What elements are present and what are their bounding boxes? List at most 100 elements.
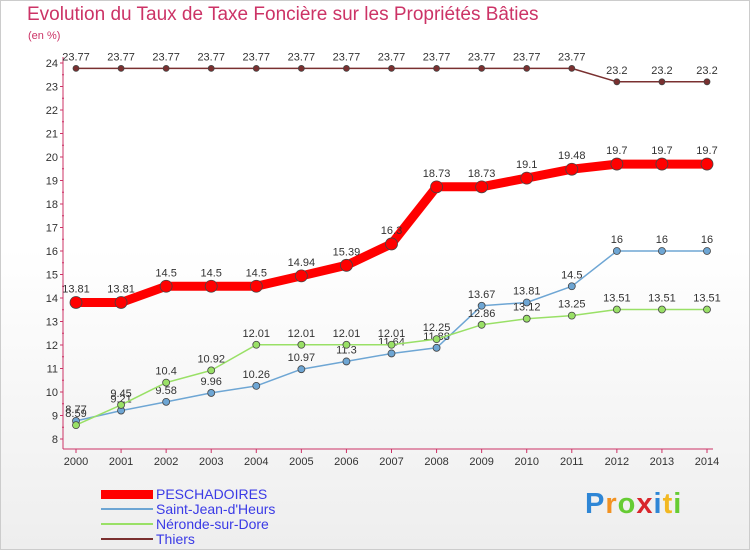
y-unit-label: (en %) [28, 30, 61, 42]
data-label: 23.77 [468, 51, 496, 63]
y-tick-label: 20 [46, 152, 58, 164]
data-label: 19.7 [651, 145, 672, 157]
x-tick-label: 2009 [469, 456, 493, 468]
data-point [207, 65, 215, 72]
data-point [430, 180, 443, 194]
data-label: 14.5 [246, 267, 267, 279]
data-point [252, 381, 261, 390]
data-point [72, 421, 80, 430]
series-2: 8.59 9.45 10.4 10.92 12.01 12.01 12.01 12.01 12.… [65, 293, 721, 430]
data-point [658, 305, 666, 314]
data-label: 14.5 [561, 269, 582, 281]
y-tick-label: 16 [46, 246, 58, 258]
y-tick-label: 18 [46, 199, 58, 211]
data-point [612, 305, 621, 314]
data-point [69, 296, 83, 309]
x-tick-label: 2004 [244, 456, 268, 468]
data-point [204, 279, 218, 293]
data-label: 23.77 [378, 51, 406, 63]
y-tick-label: 24 [46, 58, 58, 70]
legend-swatch [101, 523, 153, 525]
x-tick-label: 2006 [334, 456, 358, 468]
legend-label: Néronde-sur-Dore [156, 516, 269, 532]
data-label: 19.7 [606, 145, 627, 157]
data-label: 12.01 [288, 328, 316, 340]
data-point [387, 349, 396, 358]
data-label: 8.77 [65, 404, 86, 416]
y-tick-label: 19 [46, 176, 58, 188]
data-point [703, 78, 711, 86]
data-label: 13.67 [468, 289, 496, 301]
data-point [567, 282, 576, 291]
y-tick-label: 23 [46, 82, 58, 94]
data-label: 19.1 [516, 159, 537, 171]
x-tick-label: 2001 [109, 456, 133, 468]
data-point [297, 65, 305, 72]
y-tick-label: 14 [46, 293, 58, 305]
data-point [159, 279, 173, 293]
data-label: 19.48 [558, 150, 586, 162]
data-label: 16 [611, 234, 623, 246]
data-point [343, 65, 350, 72]
y-tick-label: 21 [46, 129, 58, 141]
y-tick-label: 13 [46, 317, 58, 329]
data-label: 23.2 [696, 65, 717, 77]
chart-title: Evolution du Taux de Taxe Foncière sur l… [27, 4, 539, 25]
data-label: 10.4 [155, 366, 176, 378]
data-point [297, 340, 306, 349]
data-point [249, 279, 263, 293]
data-point [567, 311, 576, 320]
legend-swatch [101, 508, 153, 510]
data-label: 23.77 [197, 51, 225, 63]
x-tick-label: 2003 [199, 456, 223, 468]
data-point [252, 340, 261, 349]
data-point [207, 389, 216, 397]
data-point [612, 247, 621, 255]
data-label: 23.2 [651, 65, 672, 77]
data-point [432, 343, 441, 352]
logo-letter: i [673, 488, 683, 520]
logo-letter: x [636, 488, 654, 520]
x-tick-label: 2013 [650, 456, 674, 468]
y-tick-label: 9 [52, 411, 58, 423]
data-point [117, 65, 125, 72]
data-point [565, 162, 579, 176]
data-label: 12.01 [333, 328, 361, 340]
logo-letter: r [605, 488, 618, 520]
data-point [162, 65, 170, 72]
data-label: 9.96 [201, 376, 222, 388]
x-tick-label: 2010 [514, 456, 538, 468]
data-point [522, 298, 531, 307]
data-point [703, 247, 711, 255]
data-label: 15.39 [333, 246, 361, 258]
x-tick-label: 2008 [424, 456, 448, 468]
data-label: 8.59 [65, 408, 86, 420]
data-point [387, 340, 396, 349]
data-label: 23.77 [333, 51, 361, 63]
data-point [523, 65, 531, 72]
data-point [522, 314, 531, 323]
data-point [432, 335, 441, 344]
data-label: 13.51 [693, 293, 721, 305]
data-label: 18.73 [423, 168, 451, 180]
proxiti-logo: Proxiti [585, 488, 682, 521]
data-point [340, 258, 353, 272]
data-point [610, 157, 624, 171]
data-label: 12.01 [243, 328, 271, 340]
data-label: 11.3 [336, 344, 357, 356]
data-label: 13.81 [513, 285, 541, 297]
logo-letter: i [653, 488, 663, 520]
legend-swatch [101, 538, 153, 540]
x-tick-label: 2007 [379, 456, 403, 468]
data-label: 23.77 [288, 51, 316, 63]
data-label: 10.92 [197, 353, 225, 365]
data-label: 12.25 [423, 322, 451, 334]
data-label: 16.3 [381, 225, 402, 237]
data-point [433, 65, 440, 72]
series-0: 13.81 13.81 14.5 14.5 14.5 14.94 15.39 16.3 18.7… [62, 145, 718, 309]
data-point [385, 237, 398, 251]
data-label: 12.01 [378, 328, 406, 340]
data-label: 18.73 [468, 168, 496, 180]
data-label: 13.51 [648, 293, 676, 305]
